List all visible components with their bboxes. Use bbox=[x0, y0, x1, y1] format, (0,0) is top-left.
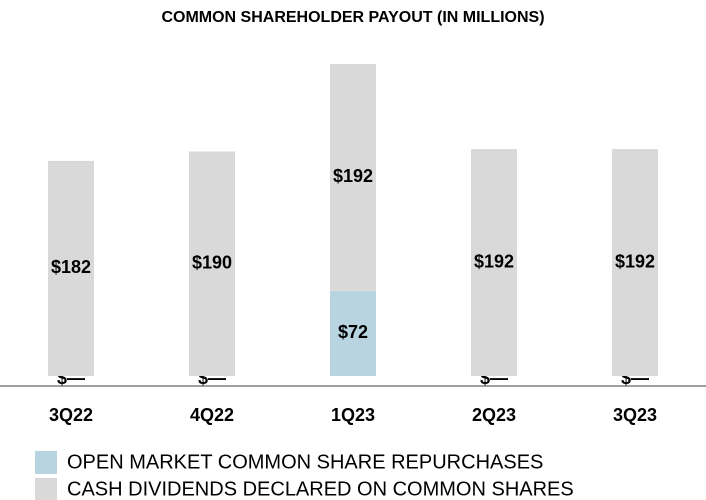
legend-label: OPEN MARKET COMMON SHARE REPURCHASES bbox=[67, 451, 543, 473]
value-label: $192 bbox=[474, 251, 514, 271]
x-tick-label: 3Q23 bbox=[613, 405, 657, 425]
value-label: $72 bbox=[338, 322, 368, 342]
x-tick-label: 4Q22 bbox=[190, 405, 234, 425]
x-tick-label: 2Q23 bbox=[472, 405, 516, 425]
value-label: $190 bbox=[192, 252, 232, 272]
legend-swatch bbox=[35, 478, 57, 500]
bar-segment bbox=[330, 64, 376, 291]
bar-segment bbox=[330, 290, 376, 376]
chart-title: COMMON SHAREHOLDER PAYOUT (IN MILLIONS) bbox=[161, 9, 544, 26]
x-tick-label: 3Q22 bbox=[49, 405, 93, 425]
legend-swatch bbox=[35, 451, 57, 474]
bar-segment bbox=[48, 160, 94, 376]
value-label: $192 bbox=[333, 166, 373, 186]
x-tick-label: 1Q23 bbox=[331, 405, 375, 425]
value-label: $192 bbox=[615, 251, 655, 271]
value-label: $182 bbox=[51, 257, 91, 277]
bar-segment bbox=[612, 149, 658, 376]
bar-segment bbox=[471, 149, 517, 376]
bar-segment bbox=[189, 151, 235, 376]
legend-label: CASH DIVIDENDS DECLARED ON COMMON SHARES bbox=[67, 478, 574, 500]
